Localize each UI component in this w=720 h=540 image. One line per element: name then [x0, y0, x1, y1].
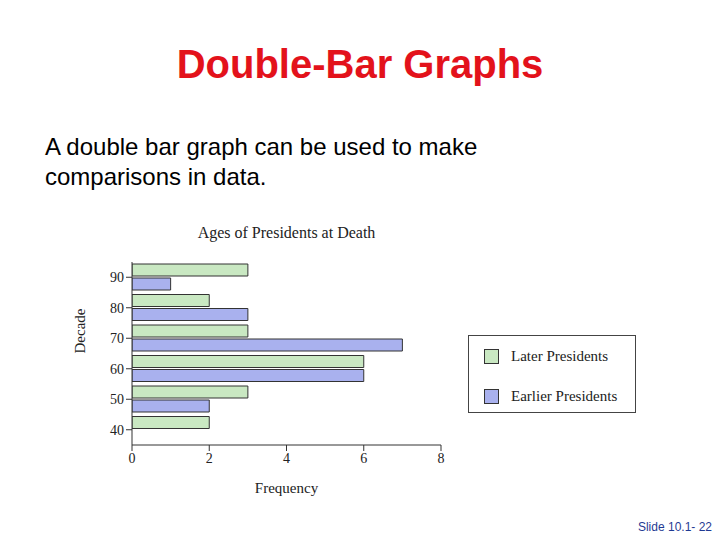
html-text:Ages of Presidents at Death: Ages of Presidents at Death: [197, 224, 376, 241]
svg-text:2: 2: [206, 451, 213, 466]
svg-text:Decade: Decade: [72, 308, 88, 353]
html-text:Later Presidents: Later Presidents: [511, 348, 609, 364]
html-text:Double-Bar Graphs: Double-Bar Graphs: [176, 42, 544, 86]
svg-text:70: 70: [110, 331, 124, 346]
svg-text:80: 80: [110, 301, 124, 316]
svg-text:6: 6: [360, 451, 367, 466]
svg-text:60: 60: [110, 362, 124, 377]
svg-text:4: 4: [283, 451, 290, 466]
svg-text:0: 0: [129, 451, 136, 466]
html-text:A double bar graph can be used: A double bar graph can be used to make c…: [45, 133, 478, 190]
svg-text:50: 50: [110, 392, 124, 407]
svg-text:90: 90: [110, 270, 124, 285]
svg-text:40: 40: [110, 423, 124, 438]
svg-text:Frequency: Frequency: [255, 480, 319, 496]
html-text:Earlier Presidents: Earlier Presidents: [511, 388, 618, 404]
svg-text:8: 8: [438, 451, 445, 466]
html-text:Slide 10.1- 22: Slide 10.1- 22: [637, 520, 712, 534]
